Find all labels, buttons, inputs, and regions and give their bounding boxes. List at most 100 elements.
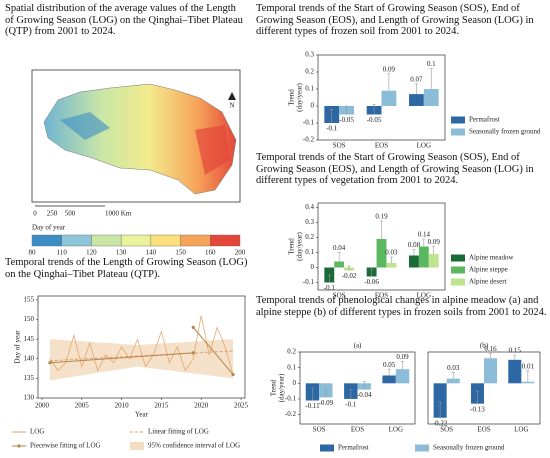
colorbar-segment — [150, 234, 181, 247]
colorbar-tick-label: 140 — [146, 249, 157, 257]
map-region — [43, 83, 237, 195]
colorbar-tick-label: 130 — [116, 249, 127, 257]
legend-swatch — [451, 128, 465, 136]
y-axis-label: Day of year — [14, 330, 22, 364]
data-label: 0.16 — [484, 345, 497, 353]
scale-label: 250 — [47, 210, 58, 218]
y-tick-label: -0.2 — [303, 136, 315, 144]
y-tick-label: 140 — [24, 354, 35, 362]
y-tick-label: 135 — [24, 374, 35, 382]
north-label: N — [229, 102, 234, 110]
data-label: -0.1 — [324, 284, 336, 292]
y-tick-label: 0 — [311, 102, 315, 110]
y-tick-label: -0.1 — [303, 119, 315, 127]
y-tick-label: 0.2 — [305, 233, 314, 241]
colorbar-tick-label: 150 — [175, 249, 186, 257]
y-tick-label: -0.1 — [285, 395, 297, 403]
x-tick-label: LOG — [417, 292, 431, 300]
data-label: -0.13 — [470, 405, 485, 413]
legend-label: Seasonally frozen ground — [469, 128, 541, 136]
confidence-band — [49, 339, 234, 381]
chart-title: Temporal trends of the Start of Growing … — [256, 3, 534, 37]
plot-frame — [37, 295, 246, 399]
data-label: -0.06 — [364, 278, 379, 286]
y-tick-label: 0.1 — [287, 363, 296, 371]
colorbar-tick-label: 110 — [57, 249, 68, 257]
colorbar-tick-label: 80 — [29, 249, 37, 257]
legend-swatch — [451, 254, 465, 262]
panel-label: (a) — [354, 342, 362, 350]
x-tick-label: EOS — [375, 292, 388, 300]
data-label: 0.04 — [333, 244, 346, 252]
bar — [334, 261, 345, 268]
legend-label: Permafrost — [469, 116, 500, 124]
y-tick-label: 155 — [24, 296, 35, 304]
bar — [433, 383, 447, 418]
data-label: 0.05 — [383, 361, 396, 369]
y-tick-label: 130 — [24, 394, 35, 402]
data-label: -0.05 — [339, 116, 354, 124]
legend-swatch — [451, 266, 465, 274]
colorbar-segment — [91, 234, 122, 247]
legend-swatch — [451, 278, 465, 286]
y-axis-label: Trend — [270, 379, 278, 396]
legend-label: 95% confidence interval of LOG — [148, 442, 240, 450]
x-tick-label: 2020 — [194, 402, 209, 410]
y-tick-label: 0.3 — [305, 51, 314, 59]
series-line — [49, 315, 234, 375]
y-tick-label: 0.2 — [287, 348, 296, 356]
colorbar-label: Day of year — [32, 224, 66, 232]
bar — [409, 255, 419, 268]
legend-label: Piecewise fitting of LOG — [30, 442, 101, 450]
data-label: 0.14 — [418, 231, 431, 239]
x-tick-label: 2000 — [35, 402, 50, 410]
data-label: -0.11 — [305, 402, 320, 410]
north-arrow — [228, 92, 236, 100]
y-tick-label: 0.1 — [305, 85, 314, 93]
bar — [508, 359, 522, 384]
series-marker — [191, 325, 195, 329]
data-label: 0.09 — [383, 65, 396, 73]
data-label: 0.09 — [396, 353, 409, 361]
data-label: -0.1 — [345, 401, 357, 409]
map-frame — [31, 69, 241, 203]
colorbar-tick-label: 160 — [205, 249, 216, 257]
y-tick-label: 150 — [24, 315, 35, 323]
scale-label: 0 — [33, 210, 37, 218]
legend-marker — [17, 444, 21, 448]
x-tick-label: SOS — [440, 426, 453, 434]
x-tick-label: EOS — [477, 426, 490, 434]
y-axis-label: (day/year) — [296, 231, 304, 260]
legend-label: Seasonally frozen ground — [433, 444, 505, 452]
colorbar-segment — [120, 234, 152, 247]
y-axis-label: Trend — [288, 89, 296, 106]
colorbar-segment — [61, 234, 92, 247]
y-tick-label: 0 — [293, 379, 297, 387]
legend-label: Permafrost — [338, 444, 369, 452]
y-tick-label: 0.3 — [305, 218, 314, 226]
legend-label: Alpine desert — [469, 278, 507, 286]
panel-label: (b) — [480, 342, 489, 350]
data-label: 0.08 — [408, 241, 421, 249]
x-tick-label: LOG — [417, 142, 431, 150]
y-tick-label: 0.1 — [305, 248, 314, 256]
bar — [376, 239, 387, 268]
y-tick-label: 0.4 — [305, 203, 314, 211]
data-label: 0.1 — [427, 60, 436, 68]
chart-title: Temporal trends of the Length of Growing… — [5, 257, 248, 280]
data-label: -0.04 — [357, 391, 372, 399]
legend-swatch — [451, 116, 465, 124]
x-tick-label: SOS — [333, 142, 346, 150]
legend-swatch — [320, 444, 334, 452]
map-patch — [195, 125, 230, 175]
plot-frame — [427, 351, 541, 425]
plot-frame — [317, 54, 446, 141]
legend-label: Linear fitting of LOG — [148, 428, 209, 436]
x-tick-label: 2015 — [154, 402, 169, 410]
data-label: -0.09 — [319, 399, 334, 407]
y-tick-label: 0.2 — [305, 68, 314, 76]
x-axis-label: Year — [135, 411, 149, 419]
colorbar-segment — [31, 234, 62, 247]
data-label: 0.07 — [410, 76, 423, 84]
